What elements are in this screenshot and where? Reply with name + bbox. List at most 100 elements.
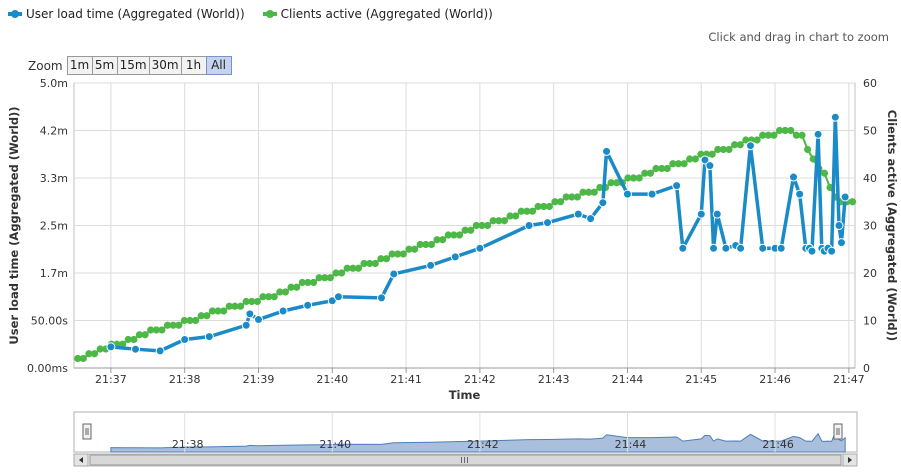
user-load-time-point	[705, 161, 715, 171]
clients-active-point	[573, 193, 582, 201]
clients-active-point	[281, 288, 290, 296]
scroll-right-arrow-icon	[848, 457, 852, 463]
user-load-time-point	[450, 252, 460, 262]
y-left-tick-label: 0.00ms	[27, 362, 68, 375]
x-tick-label: 21:45	[685, 373, 717, 386]
clients-active-point	[410, 245, 419, 253]
clients-active-point	[79, 354, 87, 363]
legend-item-clients-active[interactable]: Clients active (Aggregated (World))	[262, 7, 493, 21]
legend: User load time (Aggregated (World)) Clie…	[8, 7, 493, 21]
clients-active-point	[613, 179, 621, 187]
y-right-tick-label: 30	[863, 220, 877, 233]
clients-active-point	[635, 174, 643, 182]
y-right-tick-label: 10	[863, 315, 877, 328]
zoom-button-all[interactable]: All	[205, 56, 232, 75]
navigator-handle[interactable]	[833, 423, 843, 440]
user-load-time-point	[758, 243, 768, 253]
user-load-time-point	[598, 198, 608, 208]
clients-active-point	[231, 302, 239, 310]
y-left-tick-label: 50.00s	[31, 315, 68, 328]
zoom-button-5m[interactable]: 5m	[91, 56, 117, 75]
clients-active-point	[731, 141, 739, 149]
x-tick-label: 21:47	[833, 373, 865, 386]
clients-active-point	[248, 297, 256, 306]
y-left-axis-title: User load time (Aggregated (World))	[7, 106, 21, 344]
clients-active-point	[270, 293, 278, 301]
y-left-tick-label: 2.5m	[40, 220, 68, 233]
user-load-time-point	[241, 320, 251, 330]
user-load-time-point	[602, 146, 612, 156]
navigator-series-area	[110, 431, 846, 453]
y-left-tick-label: 1.7m	[40, 267, 68, 280]
navigator-handle[interactable]	[82, 423, 92, 440]
user-load-time-point	[789, 172, 799, 182]
clients-active-point	[399, 250, 407, 258]
y-right-tick-label: 60	[863, 77, 877, 90]
user-load-time-point	[709, 243, 719, 253]
y-right-tick-label: 50	[863, 125, 877, 138]
clients-active-point	[585, 188, 593, 196]
clients-active-point	[253, 297, 261, 306]
x-tick-label: 21:39	[243, 373, 275, 386]
legend-marker-icon	[8, 9, 22, 18]
y-right-tick-label: 20	[863, 267, 877, 280]
clients-active-point	[641, 169, 649, 177]
user-load-time-point	[573, 209, 583, 219]
clients-active-point	[175, 321, 183, 329]
user-load-time-point	[622, 189, 632, 199]
y-right-tick-label: 40	[863, 172, 877, 185]
clients-active-point	[658, 164, 666, 173]
clients-active-point	[152, 326, 160, 334]
clients-active-point	[742, 136, 750, 144]
user-load-time-point	[745, 141, 755, 151]
zoom-button-1h[interactable]: 1h	[180, 56, 206, 75]
navigator-scrollbar[interactable]	[73, 453, 858, 467]
legend-item-user-load-time[interactable]: User load time (Aggregated (World))	[8, 7, 245, 21]
clients-active-point	[545, 202, 553, 211]
clients-active-point	[848, 198, 857, 206]
clients-active-point	[759, 131, 767, 139]
legend-label: User load time (Aggregated (World))	[26, 7, 245, 21]
clients-active-point	[551, 198, 559, 206]
clients-active-point	[781, 126, 789, 135]
clients-active-point	[590, 188, 598, 196]
zoom-button-30m[interactable]: 30m	[148, 56, 181, 75]
x-tick-label: 21:41	[390, 373, 422, 386]
zoom-label: Zoom	[28, 58, 63, 73]
clients-active-point	[147, 326, 155, 334]
zoom-button-15m[interactable]: 15m	[116, 56, 149, 75]
user-load-time-point	[389, 269, 399, 279]
clients-active-point	[326, 274, 334, 282]
zoom-button-1m[interactable]: 1m	[66, 56, 92, 75]
clients-active-point	[680, 160, 688, 168]
clients-active-point	[293, 283, 301, 291]
clients-active-point	[416, 240, 424, 249]
clients-active-point	[259, 293, 267, 301]
user-load-time-point	[830, 112, 840, 122]
clients-active-point	[562, 193, 570, 201]
clients-active-point	[394, 250, 402, 258]
clients-active-point	[433, 236, 441, 244]
y-right-axis-title: Clients active (Aggregated (World))	[885, 110, 899, 341]
user-load-time-point	[543, 218, 553, 228]
clients-active-point	[472, 221, 480, 230]
clients-active-point	[770, 131, 778, 139]
clients-active-point	[439, 236, 447, 244]
user-load-time-point	[807, 246, 817, 256]
user-load-time-point	[678, 243, 688, 253]
clients-active-point	[523, 207, 531, 215]
clients-active-point	[405, 245, 413, 253]
clients-active-point	[130, 335, 138, 344]
clients-active-point	[596, 183, 604, 192]
clients-active-point	[141, 331, 149, 339]
clients-active-point	[714, 145, 722, 154]
clients-active-point	[366, 259, 374, 268]
clients-active-point	[669, 160, 677, 168]
clients-active-point	[360, 259, 368, 268]
clients-active-point	[556, 198, 565, 206]
clients-active-point	[500, 217, 509, 225]
user-load-time-point	[204, 332, 214, 342]
grid	[73, 82, 856, 373]
clients-active-point	[74, 354, 82, 363]
